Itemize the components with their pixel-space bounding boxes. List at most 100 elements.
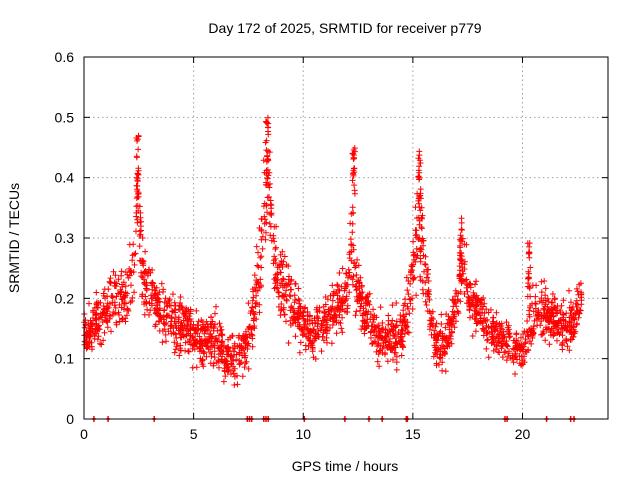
- data-point: [115, 276, 122, 283]
- data-point: [101, 286, 108, 293]
- data-point: [576, 307, 583, 313]
- data-point: [405, 329, 412, 336]
- data-point: [467, 314, 473, 321]
- data-point: [128, 298, 135, 304]
- data-point: [295, 323, 302, 330]
- data-point: [165, 328, 172, 335]
- data-point: [278, 301, 285, 307]
- data-point: [185, 320, 192, 326]
- data-point: [557, 307, 564, 314]
- data-point: [227, 334, 234, 341]
- data-point: [451, 299, 458, 305]
- data-point: [540, 328, 547, 335]
- data-point: [208, 314, 214, 321]
- data-point: [101, 306, 108, 313]
- data-point: [124, 271, 131, 278]
- data-point: [393, 366, 400, 373]
- data-point: [393, 300, 400, 306]
- data-point: [542, 285, 549, 292]
- data-point: [297, 304, 304, 311]
- data-point: [161, 320, 168, 327]
- data-point: [451, 324, 458, 331]
- data-point: [527, 264, 534, 271]
- data-point: [164, 303, 170, 310]
- data-point: [398, 333, 405, 340]
- data-point: [410, 249, 417, 256]
- data-point: [415, 155, 422, 162]
- data-point: [542, 337, 549, 344]
- data-point: [256, 309, 263, 316]
- data-point: [182, 347, 189, 354]
- data-point: [505, 328, 511, 335]
- data-point: [437, 328, 444, 335]
- data-point: [93, 330, 100, 337]
- data-point: [279, 248, 286, 255]
- data-point: [351, 260, 358, 267]
- x-tick-label: 5: [190, 426, 198, 442]
- x-tick-label: 20: [515, 426, 531, 442]
- data-point: [295, 296, 302, 303]
- data-point: [545, 325, 551, 332]
- data-point: [478, 296, 485, 303]
- data-point: [262, 216, 269, 223]
- data-point: [418, 224, 425, 231]
- data-point: [220, 378, 227, 385]
- data-point: [437, 345, 444, 351]
- data-point: [112, 310, 118, 317]
- data-point: [312, 330, 319, 337]
- data-point: [393, 353, 400, 360]
- data-point: [315, 315, 322, 322]
- data-point: [281, 311, 288, 318]
- data-point: [469, 333, 476, 339]
- data-point: [358, 282, 365, 289]
- data-point: [566, 318, 573, 325]
- data-point: [316, 308, 323, 314]
- data-point: [349, 177, 356, 184]
- data-point: [264, 156, 271, 163]
- data-point: [528, 340, 535, 347]
- data-point: [343, 309, 350, 316]
- data-point: [512, 353, 519, 360]
- data-point: [217, 323, 224, 330]
- data-point: [137, 231, 144, 238]
- data-point: [362, 309, 369, 316]
- data-point: [180, 317, 187, 324]
- data-point: [385, 341, 392, 348]
- data-point: [311, 337, 318, 344]
- data-point: [253, 287, 259, 294]
- data-point: [426, 326, 433, 333]
- data-point: [520, 331, 527, 337]
- data-point: [308, 329, 315, 336]
- data-point: [193, 326, 200, 333]
- data-point: [306, 337, 313, 344]
- data-point: [234, 381, 241, 388]
- data-point: [381, 351, 388, 358]
- data-point: [495, 334, 502, 341]
- data-point: [391, 342, 398, 349]
- data-point: [559, 341, 566, 348]
- data-point: [457, 238, 464, 245]
- data-point: [98, 341, 105, 348]
- data-point: [89, 346, 95, 353]
- data-point: [514, 356, 520, 363]
- data-point: [538, 331, 545, 338]
- data-point: [395, 338, 402, 345]
- data-point: [331, 314, 337, 321]
- data-point: [495, 339, 502, 346]
- data-point: [466, 294, 473, 301]
- data-point: [501, 334, 508, 341]
- data-point: [422, 298, 429, 305]
- data-point: [434, 332, 441, 339]
- data-point: [391, 349, 398, 356]
- data-point: [282, 291, 289, 298]
- data-point: [422, 279, 429, 286]
- data-point: [143, 287, 150, 294]
- data-point: [416, 175, 423, 181]
- data-point: [251, 272, 258, 279]
- data-point: [529, 282, 536, 289]
- data-point: [505, 331, 512, 338]
- data-point: [266, 149, 273, 156]
- data-point: [329, 322, 336, 328]
- data-point: [89, 326, 96, 333]
- data-point: [568, 299, 574, 306]
